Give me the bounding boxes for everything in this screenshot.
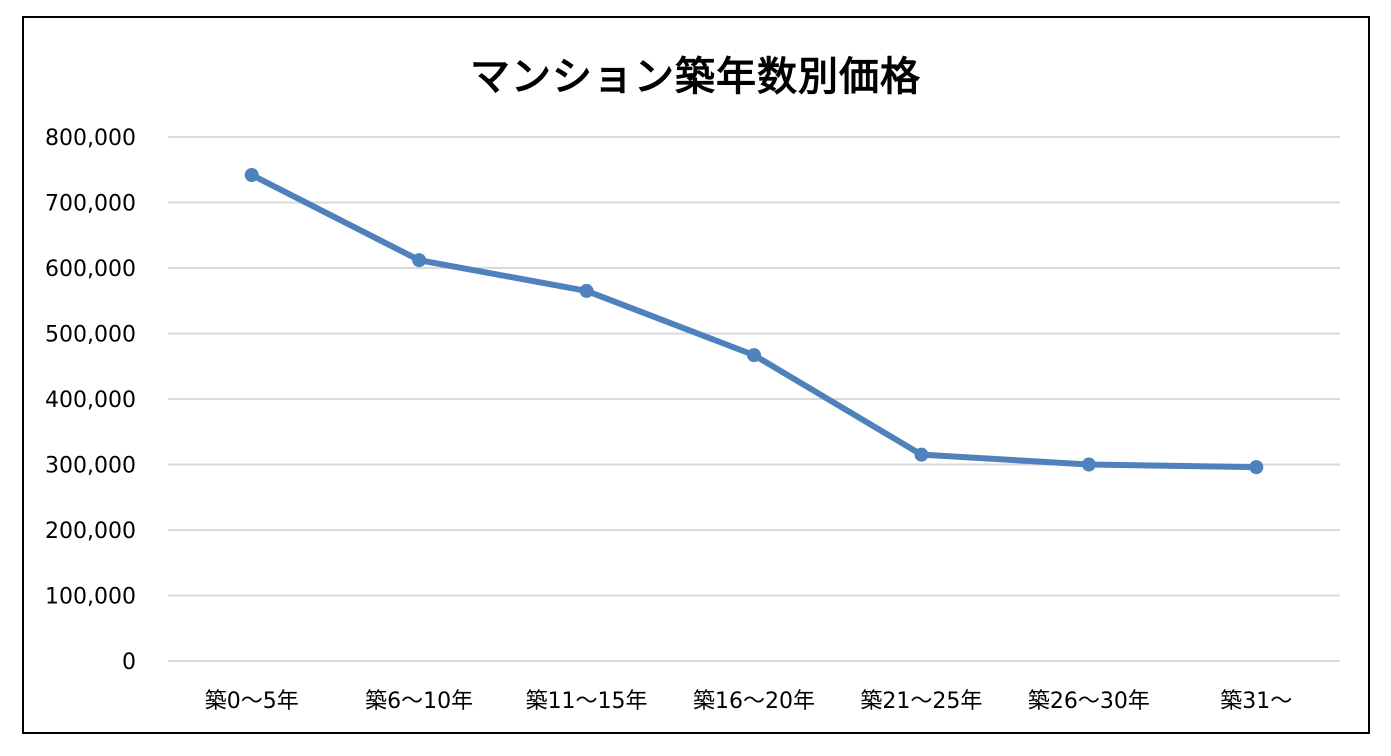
x-tick-label: 築31～ — [1220, 689, 1292, 714]
chart-frame — [22, 16, 1370, 734]
y-tick-label: 200,000 — [45, 519, 136, 544]
data-point — [1249, 460, 1264, 475]
series-group — [244, 167, 1264, 475]
x-tick-label: 築11～15年 — [526, 689, 648, 714]
y-tick-label: 100,000 — [45, 585, 136, 610]
x-axis-ticks: 築0～5年 築6～10年 築11～15年 築16～20年 築21～25年 築26～30年 築… — [205, 689, 1293, 714]
data-point — [244, 167, 259, 182]
y-tick-label: 700,000 — [45, 192, 136, 217]
data-point — [1081, 457, 1096, 472]
y-tick-label: 500,000 — [45, 323, 136, 348]
gridlines — [168, 136, 1340, 662]
y-tick-label: 800,000 — [45, 126, 136, 151]
data-point — [579, 283, 594, 298]
x-tick-label: 築6～10年 — [365, 689, 473, 714]
data-point — [747, 348, 761, 363]
chart-title: マンション築年数別価格 — [470, 54, 921, 100]
data-point — [412, 253, 427, 268]
y-axis-ticks: 0 100,000 200,000 300,000 400,000 500,000 600,… — [45, 126, 136, 675]
y-tick-label: 300,000 — [45, 454, 136, 479]
y-tick-label: 400,000 — [45, 388, 136, 413]
x-tick-label: 築26～30年 — [1028, 689, 1150, 714]
series-line — [248, 171, 1260, 471]
x-tick-label: 築16～20年 — [693, 689, 815, 714]
x-tick-label: 築0～5年 — [205, 689, 299, 714]
y-tick-label: 600,000 — [45, 257, 136, 282]
x-tick-label: 築21～25年 — [860, 689, 982, 714]
y-tick-label: 0 — [122, 650, 136, 675]
data-point — [914, 447, 929, 462]
